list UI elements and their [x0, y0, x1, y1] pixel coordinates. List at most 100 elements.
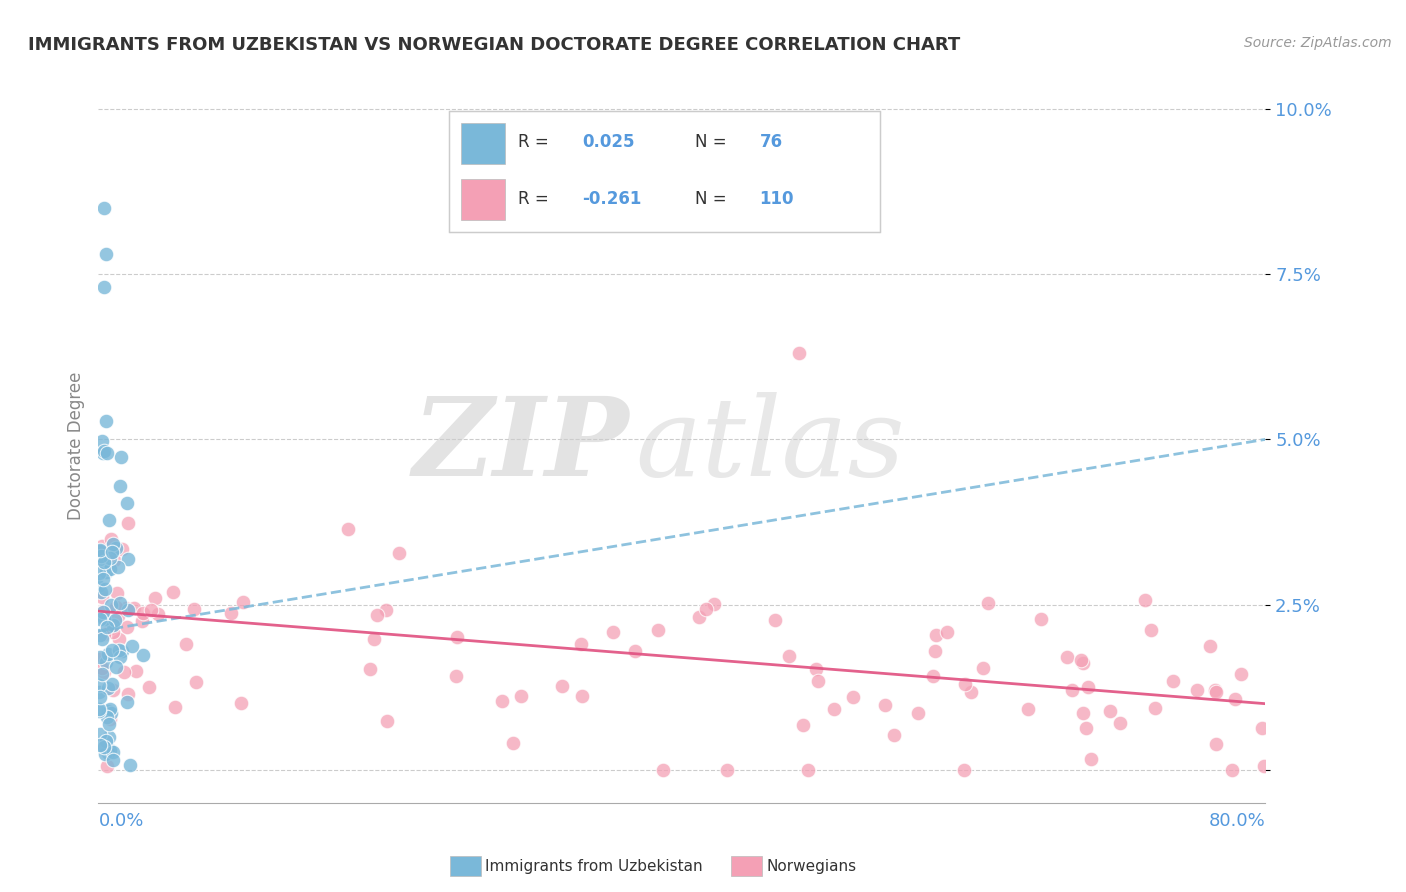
Point — [93, 445, 115, 459]
Point — [89, 543, 111, 558]
Point — [1099, 704, 1122, 718]
Point — [91, 572, 114, 586]
Point — [96, 758, 118, 772]
Point — [146, 607, 169, 621]
Text: 0.0%: 0.0% — [98, 812, 143, 830]
Point — [1144, 701, 1167, 715]
Point — [105, 586, 128, 600]
Point — [100, 712, 122, 726]
Point — [510, 689, 533, 703]
Point — [131, 614, 153, 628]
Point — [1205, 685, 1227, 699]
Point — [96, 446, 118, 460]
Point — [139, 603, 162, 617]
Text: Norwegians: Norwegians — [766, 859, 856, 873]
Point — [1056, 650, 1078, 665]
Point — [787, 346, 810, 360]
Point — [1187, 683, 1209, 698]
Point — [97, 681, 120, 695]
Point — [100, 706, 122, 720]
Point — [94, 747, 117, 762]
Point — [763, 613, 786, 627]
Point — [110, 596, 132, 610]
Point — [105, 541, 128, 555]
Point — [87, 579, 110, 593]
Point — [94, 247, 117, 261]
Point — [101, 643, 124, 657]
Point — [89, 544, 111, 558]
Point — [1077, 681, 1099, 695]
Point — [446, 668, 468, 682]
Point — [132, 606, 155, 620]
Point — [388, 546, 411, 560]
Point — [89, 628, 111, 642]
Point — [91, 590, 114, 604]
Point — [87, 705, 110, 719]
Point — [1253, 759, 1275, 773]
Point — [1220, 763, 1243, 777]
Point — [101, 537, 124, 551]
Point — [502, 736, 524, 750]
Point — [124, 664, 146, 678]
Point — [778, 649, 800, 664]
Text: IMMIGRANTS FROM UZBEKISTAN VS NORWEGIAN DOCTORATE DEGREE CORRELATION CHART: IMMIGRANTS FROM UZBEKISTAN VS NORWEGIAN … — [28, 36, 960, 54]
Point — [93, 626, 115, 640]
Point — [87, 678, 110, 692]
Point — [101, 683, 124, 698]
Point — [89, 690, 111, 705]
Point — [89, 738, 111, 752]
Point — [107, 608, 129, 623]
Point — [875, 698, 897, 713]
Point — [114, 601, 136, 615]
Point — [97, 648, 120, 662]
Point — [96, 710, 118, 724]
Point — [132, 648, 155, 663]
Point — [647, 623, 669, 637]
Point — [1031, 612, 1053, 626]
Point — [703, 598, 725, 612]
Point — [842, 690, 865, 704]
Point — [1161, 673, 1184, 688]
Point — [110, 450, 132, 464]
Point — [89, 701, 111, 715]
Point — [93, 555, 115, 569]
Point — [107, 559, 129, 574]
Point — [98, 562, 121, 576]
Point — [219, 606, 242, 620]
Point — [688, 610, 710, 624]
Point — [602, 624, 624, 639]
Point — [90, 661, 112, 675]
Point — [375, 603, 398, 617]
Point — [377, 714, 399, 729]
Point — [1133, 593, 1156, 607]
Point — [91, 603, 114, 617]
Point — [104, 660, 127, 674]
Point — [96, 655, 118, 669]
Point — [100, 599, 122, 613]
Point — [108, 478, 131, 492]
Point — [101, 753, 124, 767]
Point — [101, 545, 124, 559]
Point — [93, 444, 115, 458]
Point — [924, 627, 946, 641]
Point — [571, 689, 593, 703]
Point — [624, 644, 647, 658]
Point — [90, 585, 112, 599]
Point — [571, 637, 593, 651]
Point — [101, 677, 124, 691]
Point — [90, 666, 112, 681]
Point — [953, 677, 976, 691]
Point — [924, 644, 946, 658]
Point — [124, 601, 146, 615]
Point — [446, 630, 468, 644]
Point — [121, 640, 143, 654]
Point — [90, 632, 112, 646]
Point — [183, 601, 205, 615]
Point — [959, 685, 981, 699]
Point — [94, 565, 117, 579]
Point — [94, 582, 117, 596]
Point — [1230, 667, 1253, 681]
Point — [93, 665, 115, 680]
Point — [716, 763, 738, 777]
Point — [97, 746, 120, 760]
